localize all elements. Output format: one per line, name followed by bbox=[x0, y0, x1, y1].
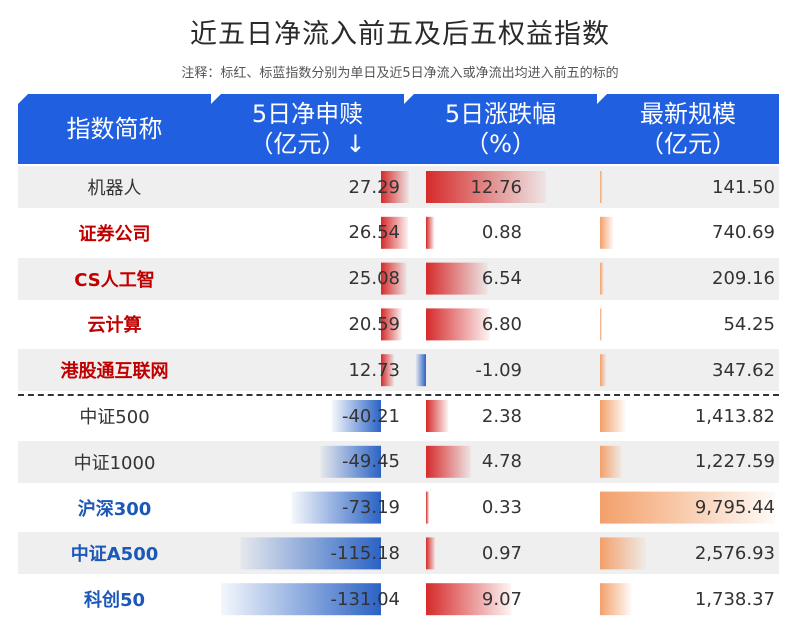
change-bar bbox=[426, 262, 488, 295]
table-row bbox=[18, 532, 779, 575]
header-scale-label: 最新规模 （亿元） bbox=[640, 100, 736, 158]
change-bar bbox=[426, 171, 546, 203]
change-bar bbox=[426, 491, 430, 524]
flow-bar bbox=[381, 354, 395, 387]
header-change: 5日涨跌幅 （%） bbox=[404, 94, 597, 164]
row-scale-value: 209.16 bbox=[712, 268, 775, 290]
row-flow-value: -73.19 bbox=[341, 497, 400, 519]
scale-bar bbox=[600, 262, 604, 295]
flow-bar bbox=[381, 262, 407, 295]
flow-bar bbox=[381, 171, 409, 203]
row-scale-value: 1,413.82 bbox=[694, 405, 775, 427]
row-flow-value: 20.59 bbox=[348, 313, 400, 335]
header-flow: 5日净申赎 （亿元）↓ bbox=[211, 94, 404, 164]
change-bar bbox=[426, 583, 512, 616]
flow-bar bbox=[381, 308, 403, 341]
row-name: 机器人 bbox=[87, 178, 142, 199]
row-flow-value: 27.29 bbox=[348, 176, 400, 198]
flow-bar bbox=[291, 491, 381, 524]
row-name: 科创50 bbox=[83, 590, 146, 612]
row-flow-value: 25.08 bbox=[348, 268, 400, 290]
row-flow-value: -115.18 bbox=[330, 542, 400, 564]
chart-title: 近五日净流入前五及后五权益指数 bbox=[190, 19, 610, 50]
row-change-value: 6.80 bbox=[481, 313, 522, 335]
flow-bar bbox=[221, 583, 381, 616]
scale-bar bbox=[600, 537, 647, 570]
row-name: 证券公司 bbox=[78, 223, 151, 245]
scale-bar bbox=[600, 308, 602, 341]
row-name: 中证500 bbox=[79, 407, 150, 428]
row-scale-value: 1,227.59 bbox=[694, 451, 775, 473]
row-scale-value: 54.25 bbox=[723, 313, 775, 335]
flow-bar bbox=[240, 537, 381, 570]
header-name: 指数简称 bbox=[18, 94, 211, 164]
row-change-value: -1.09 bbox=[475, 359, 522, 381]
row-scale-value: 347.62 bbox=[712, 359, 775, 381]
row-change-value: 9.07 bbox=[481, 588, 522, 610]
row-change-value: 12.76 bbox=[470, 176, 522, 198]
row-change-value: 0.33 bbox=[481, 497, 522, 519]
change-bar bbox=[426, 537, 436, 570]
change-bar bbox=[426, 400, 449, 432]
row-scale-value: 9,795.44 bbox=[694, 497, 775, 519]
row-change-value: 0.97 bbox=[481, 542, 522, 564]
row-name: 港股通互联网 bbox=[60, 361, 169, 383]
chart-subtitle: 注释：标红、标蓝指数分别为单日及近5日净流入或净流出均进入前五的标的 bbox=[181, 66, 619, 81]
row-scale-value: 141.50 bbox=[712, 176, 775, 198]
row-flow-value: -40.21 bbox=[341, 405, 400, 427]
row-flow-value: 12.73 bbox=[348, 359, 400, 381]
change-bar bbox=[426, 216, 435, 249]
header-change-label: 5日涨跌幅 （%） bbox=[444, 100, 557, 158]
header-scale: 最新规模 （亿元） bbox=[597, 94, 779, 164]
row-scale-value: 2,576.93 bbox=[694, 542, 775, 564]
change-bar bbox=[426, 308, 490, 341]
row-change-value: 6.54 bbox=[481, 268, 522, 290]
row-scale-value: 740.69 bbox=[712, 222, 775, 244]
scale-bar bbox=[600, 400, 626, 432]
row-name: CS人工智 bbox=[74, 269, 155, 291]
row-flow-value: -49.45 bbox=[341, 451, 400, 473]
change-bar bbox=[415, 354, 426, 387]
scale-bar bbox=[600, 216, 614, 249]
flow-bar bbox=[381, 216, 409, 249]
flow-bar bbox=[331, 400, 381, 432]
row-name: 中证A500 bbox=[70, 544, 159, 566]
row-flow-value: 26.54 bbox=[348, 222, 400, 244]
scale-bar bbox=[600, 491, 775, 524]
table-row bbox=[18, 440, 779, 483]
scale-bar bbox=[600, 171, 603, 203]
change-bar bbox=[426, 445, 471, 478]
header-flow-label: 5日净申赎 （亿元）↓ bbox=[249, 100, 366, 158]
scale-bar bbox=[600, 354, 607, 387]
row-name: 沪深300 bbox=[77, 498, 152, 520]
row-change-value: 4.78 bbox=[481, 451, 522, 473]
flow-bar bbox=[320, 445, 381, 478]
table-row bbox=[18, 349, 779, 392]
row-change-value: 2.38 bbox=[481, 405, 522, 427]
scale-bar bbox=[600, 583, 632, 616]
row-flow-value: -131.04 bbox=[330, 588, 400, 610]
row-name: 云计算 bbox=[87, 315, 142, 337]
row-name: 中证1000 bbox=[73, 452, 156, 474]
row-scale-value: 1,738.37 bbox=[694, 588, 775, 610]
header-name-label: 指数简称 bbox=[66, 115, 163, 143]
row-change-value: 0.88 bbox=[481, 222, 522, 244]
group-separator bbox=[18, 394, 779, 396]
scale-bar bbox=[600, 445, 622, 478]
